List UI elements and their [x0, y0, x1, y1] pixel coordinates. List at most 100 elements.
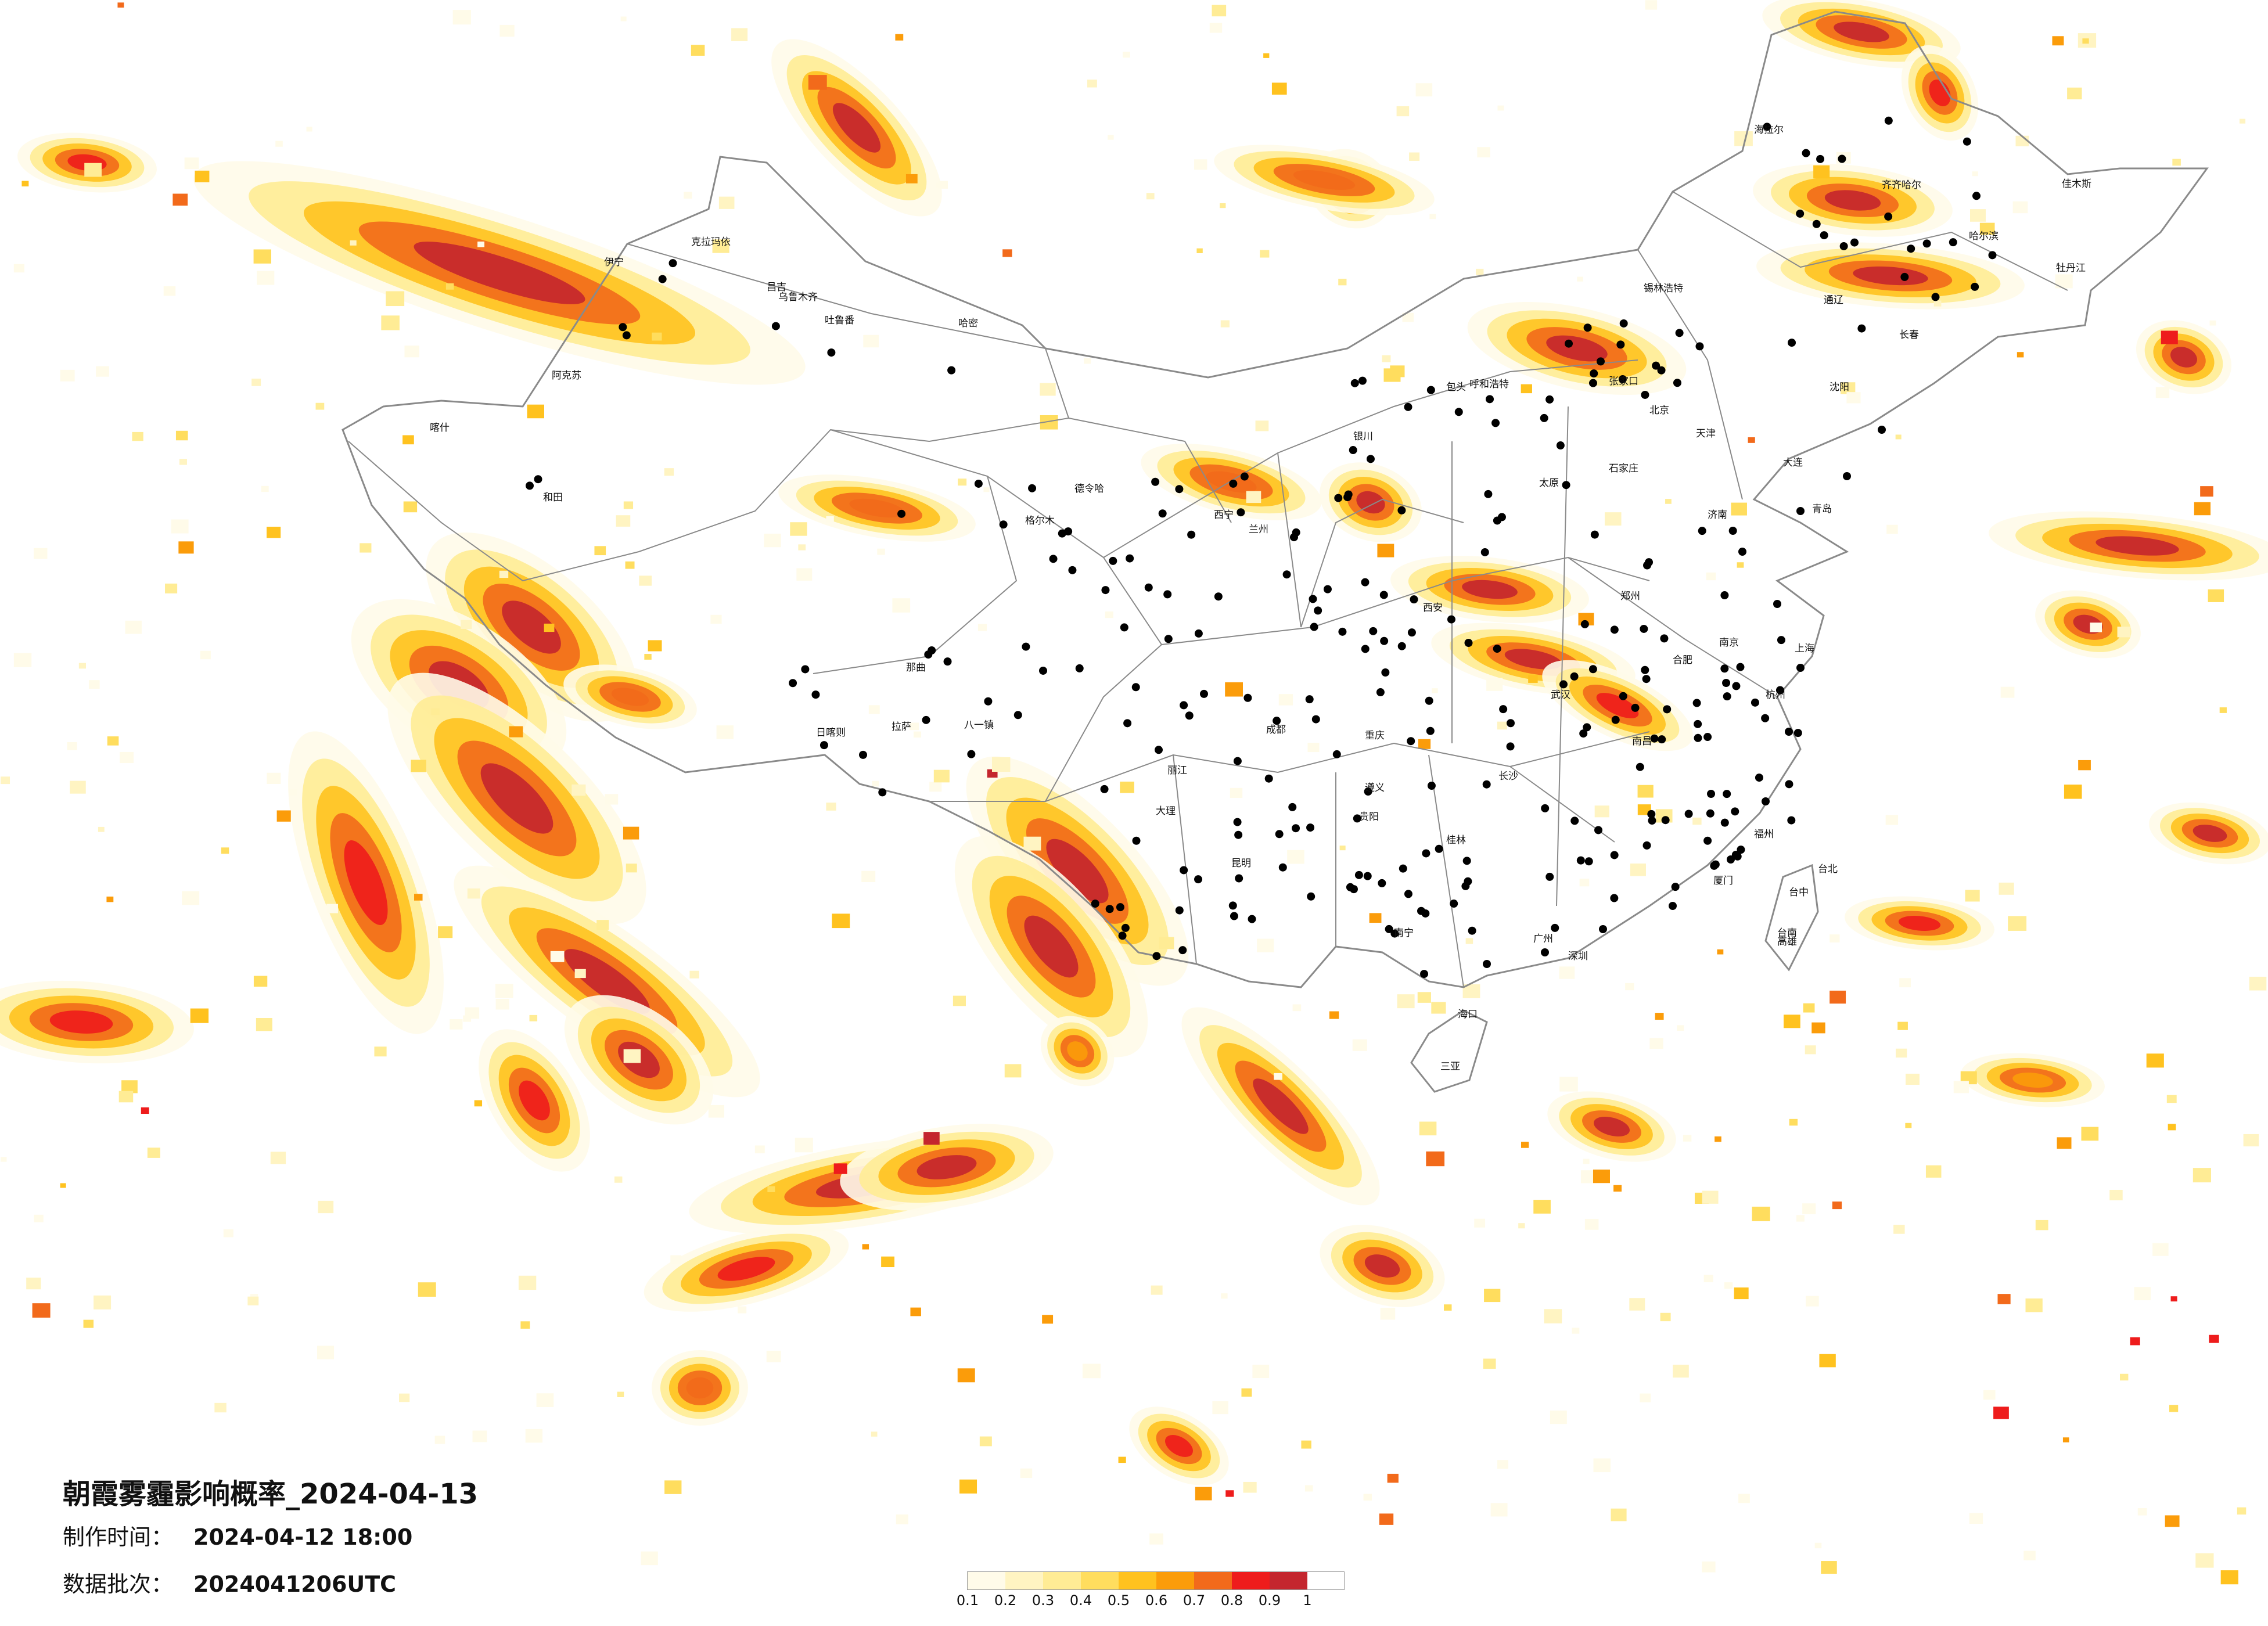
probability-cell [1886, 524, 1898, 534]
probability-area [1320, 1225, 1445, 1307]
probability-cell [623, 826, 639, 840]
probability-cell [1108, 135, 1114, 140]
probability-cell [2194, 502, 2211, 516]
probability-cell [1783, 1015, 1800, 1028]
probability-cell [1521, 384, 1532, 394]
probability-area [0, 980, 194, 1064]
city-marker [1785, 780, 1793, 789]
probability-cell [892, 598, 911, 613]
probability-cell [171, 519, 189, 534]
probability-cell [1462, 984, 1480, 998]
probability-cell [1497, 721, 1507, 730]
city-label: 郑州 [1620, 591, 1640, 602]
probability-cell [764, 533, 781, 548]
probability-cell [1212, 1401, 1229, 1415]
city-marker [1584, 857, 1593, 866]
probability-area [1129, 1406, 1229, 1485]
probability-cell [402, 435, 414, 445]
city-marker [1233, 757, 1242, 765]
city-marker [1541, 804, 1550, 812]
probability-cell [1802, 1203, 1816, 1214]
probability-cell [125, 620, 142, 634]
probability-cell [60, 1183, 66, 1188]
probability-cell [499, 570, 509, 578]
probability-cell [1899, 978, 1911, 988]
probability-cell [1673, 1365, 1689, 1378]
city-marker [1588, 379, 1597, 387]
legend-swatch [968, 1572, 1005, 1589]
probability-cell [1993, 1406, 2009, 1419]
city-marker [1420, 970, 1429, 979]
probability-cell [1895, 1048, 1907, 1058]
probability-cell [1897, 1021, 1908, 1030]
city-marker [1493, 516, 1501, 525]
legend-tick: 0.2 [994, 1592, 1017, 1609]
city-marker [947, 366, 956, 375]
probability-cell [386, 291, 405, 307]
city-marker [943, 657, 952, 666]
city-marker [1796, 209, 1805, 218]
probability-area [1961, 1053, 2105, 1107]
city-marker [1732, 682, 1741, 690]
probability-cell [913, 731, 922, 738]
probability-cell [2165, 1515, 2180, 1527]
legend-tick: 0.7 [1182, 1592, 1206, 1609]
city-marker [1698, 527, 1706, 535]
probability-area [1390, 556, 1589, 623]
probability-cell [1655, 1013, 1664, 1020]
city-label: 呼和浩特 [1469, 379, 1509, 390]
probability-cell [1497, 1460, 1508, 1469]
city-marker [1971, 282, 1979, 291]
probability-area [288, 731, 444, 1034]
city-marker [1109, 556, 1117, 565]
probability-band [611, 688, 649, 706]
city-marker [1305, 695, 1314, 704]
probability-cell [1906, 1073, 1920, 1085]
city-marker [1385, 924, 1393, 933]
probability-cell [1637, 785, 1654, 798]
legend-swatch [1270, 1572, 1307, 1589]
probability-cell [1953, 1081, 1969, 1093]
city-marker [1850, 238, 1859, 247]
probability-cell [923, 1132, 940, 1145]
probability-cell [132, 431, 143, 441]
city-marker [1611, 715, 1620, 724]
city-marker [1364, 787, 1372, 796]
probability-cell [1979, 222, 1995, 235]
probability-cell [2169, 1405, 2179, 1412]
city-marker [1306, 823, 1315, 832]
probability-shading-layer [0, 0, 2268, 1585]
probability-cell [318, 1200, 334, 1214]
city-marker [534, 475, 542, 484]
probability-band [1364, 1254, 1400, 1278]
city-marker [1658, 735, 1666, 744]
probability-cell [1830, 990, 1846, 1004]
city-marker [1907, 244, 1915, 253]
probability-cell [1649, 1038, 1663, 1049]
city-label: 佳木斯 [2062, 178, 2091, 190]
city-label: 南宁 [1394, 927, 1414, 939]
data-batch-row: 数据批次： 2024041206UTC [63, 1566, 396, 1598]
probability-cell [182, 891, 200, 905]
city-marker [1720, 664, 1729, 673]
probability-cell [253, 976, 268, 987]
city-label: 德令哈 [1074, 483, 1104, 495]
city-label: 西安 [1423, 602, 1443, 614]
probability-cell [594, 546, 606, 556]
probability-cell [832, 913, 850, 929]
probability-band [49, 1010, 113, 1034]
probability-cell [1379, 1513, 1394, 1525]
legend-tick: 0.1 [956, 1592, 979, 1609]
probability-area [563, 664, 697, 729]
probability-cell [1243, 1481, 1257, 1493]
probability-cell [98, 826, 105, 832]
probability-cell [767, 1186, 775, 1192]
probability-area [479, 1029, 590, 1172]
city-marker [1185, 711, 1194, 720]
probability-cell [766, 1350, 781, 1362]
city-marker [1105, 905, 1114, 913]
probability-area [1901, 45, 1979, 141]
city-marker [1647, 810, 1656, 818]
probability-cell [1390, 365, 1405, 377]
